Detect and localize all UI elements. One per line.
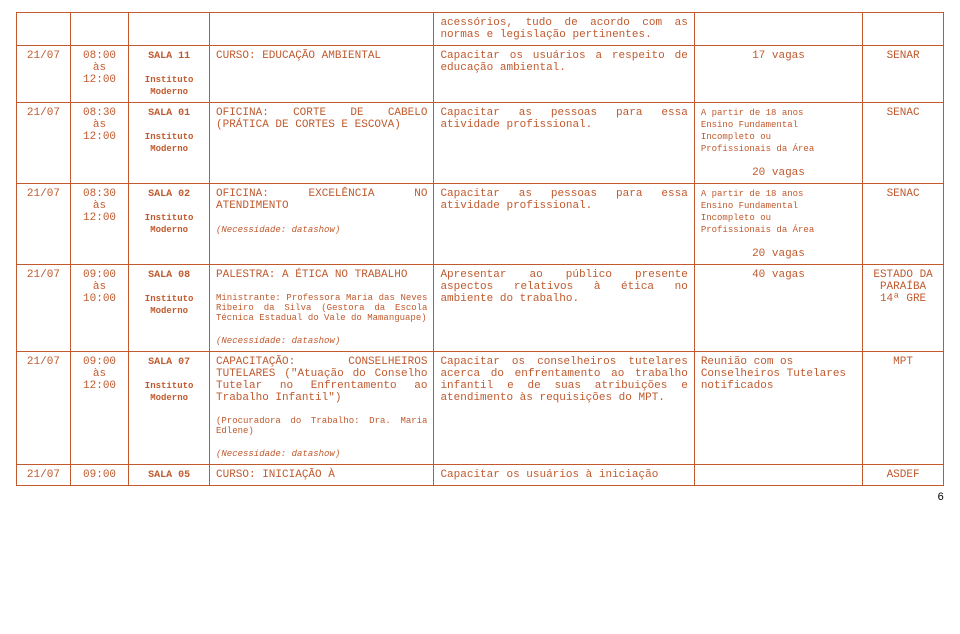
table-cell — [694, 465, 862, 486]
table-row: 21/0708:30às12:00SALA 02InstitutoModerno… — [17, 184, 944, 265]
table-cell — [694, 13, 862, 46]
table-cell: Reunião com os Conselheiros Tutelares no… — [694, 352, 862, 465]
table-cell: Capacitar as pessoas para essa atividade… — [434, 184, 694, 265]
table-row: 21/0708:00às12:00SALA 11InstitutoModerno… — [17, 46, 944, 103]
table-cell: A partir de 18 anosEnsino FundamentalInc… — [694, 103, 862, 184]
table-cell: 08:30às12:00 — [70, 184, 128, 265]
table-cell: 09:00às10:00 — [70, 265, 128, 352]
table-cell: A partir de 18 anosEnsino FundamentalInc… — [694, 184, 862, 265]
table-cell: PALESTRA: A ÉTICA NO TRABALHOMinistrante… — [210, 265, 434, 352]
table-cell — [129, 13, 210, 46]
table-cell: Apresentar ao público presente aspectos … — [434, 265, 694, 352]
table-cell: 21/07 — [17, 265, 71, 352]
table-row: 21/0708:30às12:00SALA 01InstitutoModerno… — [17, 103, 944, 184]
table-cell: SALA 08InstitutoModerno — [129, 265, 210, 352]
table-cell: SENAC — [863, 103, 944, 184]
table-cell: 21/07 — [17, 103, 71, 184]
table-cell: SALA 02InstitutoModerno — [129, 184, 210, 265]
table-cell — [210, 13, 434, 46]
table-cell: 17 vagas — [694, 46, 862, 103]
table-cell: SALA 05 — [129, 465, 210, 486]
table-cell: Capacitar os usuários à iniciação — [434, 465, 694, 486]
table-cell: 21/07 — [17, 46, 71, 103]
table-cell: ASDEF — [863, 465, 944, 486]
table-cell: OFICINA: EXCELÊNCIA NO ATENDIMENTO(Neces… — [210, 184, 434, 265]
table-cell: acessórios, tudo de acordo com as normas… — [434, 13, 694, 46]
table-cell: OFICINA: CORTE DE CABELO (PRÁTICA DE COR… — [210, 103, 434, 184]
table-cell: Capacitar as pessoas para essa atividade… — [434, 103, 694, 184]
table-cell: 09:00às12:00 — [70, 352, 128, 465]
table-cell: SALA 07InstitutoModerno — [129, 352, 210, 465]
table-cell: Capacitar os usuários a respeito de educ… — [434, 46, 694, 103]
table-cell: MPT — [863, 352, 944, 465]
table-cell: Capacitar os conselheiros tutelares acer… — [434, 352, 694, 465]
table-cell — [70, 13, 128, 46]
table-cell: CURSO: EDUCAÇÃO AMBIENTAL — [210, 46, 434, 103]
table-row: 21/0709:00às12:00SALA 07InstitutoModerno… — [17, 352, 944, 465]
table-cell: CURSO: INICIAÇÃO À — [210, 465, 434, 486]
table-cell: SENAC — [863, 184, 944, 265]
table-cell: 21/07 — [17, 184, 71, 265]
table-row: acessórios, tudo de acordo com as normas… — [17, 13, 944, 46]
table-cell — [863, 13, 944, 46]
table-cell: ESTADO DA PARAÍBA14ª GRE — [863, 265, 944, 352]
page-number: 6 — [16, 492, 944, 504]
table-cell: 21/07 — [17, 465, 71, 486]
table-cell: 09:00 — [70, 465, 128, 486]
table-cell: SALA 01InstitutoModerno — [129, 103, 210, 184]
table-cell: 08:30às12:00 — [70, 103, 128, 184]
table-cell: SALA 11InstitutoModerno — [129, 46, 210, 103]
table-cell: CAPACITAÇÃO: CONSELHEIROS TUTELARES ("At… — [210, 352, 434, 465]
table-cell — [17, 13, 71, 46]
table-row: 21/0709:00SALA 05CURSO: INICIAÇÃO ÀCapac… — [17, 465, 944, 486]
schedule-table: acessórios, tudo de acordo com as normas… — [16, 12, 944, 486]
table-cell: SENAR — [863, 46, 944, 103]
table-cell: 08:00às12:00 — [70, 46, 128, 103]
table-cell: 21/07 — [17, 352, 71, 465]
table-row: 21/0709:00às10:00SALA 08InstitutoModerno… — [17, 265, 944, 352]
table-cell: 40 vagas — [694, 265, 862, 352]
